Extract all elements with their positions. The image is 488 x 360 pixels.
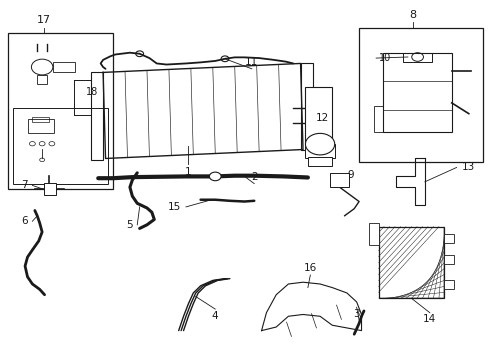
Circle shape (305, 134, 334, 155)
Text: 10: 10 (378, 53, 390, 63)
Bar (91, 72, 103, 160)
Text: 9: 9 (346, 170, 353, 180)
Text: 16: 16 (303, 263, 316, 273)
Text: 6: 6 (21, 216, 27, 226)
Text: 2: 2 (250, 172, 257, 182)
Text: 3: 3 (353, 309, 359, 319)
Bar (329, 173, 348, 187)
Bar (53, 62, 75, 72)
Text: 12: 12 (315, 113, 328, 123)
Bar (402, 53, 431, 62)
Text: 13: 13 (461, 162, 474, 172)
Text: 15: 15 (167, 202, 181, 212)
Text: 14: 14 (422, 315, 435, 324)
Bar (305, 87, 331, 142)
Bar (13, 108, 108, 184)
Bar (27, 118, 54, 133)
Text: 11: 11 (244, 57, 258, 67)
Text: 7: 7 (21, 180, 27, 190)
Bar (373, 107, 383, 132)
Bar (32, 117, 49, 122)
Bar (307, 157, 331, 166)
Bar (8, 33, 113, 189)
Bar (383, 53, 451, 132)
Bar (305, 144, 334, 158)
Bar (37, 75, 47, 84)
Text: 17: 17 (37, 15, 51, 26)
Bar (444, 234, 453, 243)
Text: 18: 18 (86, 87, 98, 97)
Circle shape (209, 172, 221, 181)
Text: 8: 8 (408, 10, 415, 20)
Text: 1: 1 (185, 167, 191, 177)
Bar (444, 255, 453, 264)
Bar (378, 226, 444, 298)
Text: 4: 4 (211, 311, 218, 321)
Bar (368, 223, 378, 244)
Bar (43, 183, 56, 195)
Bar (300, 63, 312, 149)
Text: 5: 5 (125, 220, 132, 230)
Bar (444, 280, 453, 289)
Bar (358, 28, 483, 162)
